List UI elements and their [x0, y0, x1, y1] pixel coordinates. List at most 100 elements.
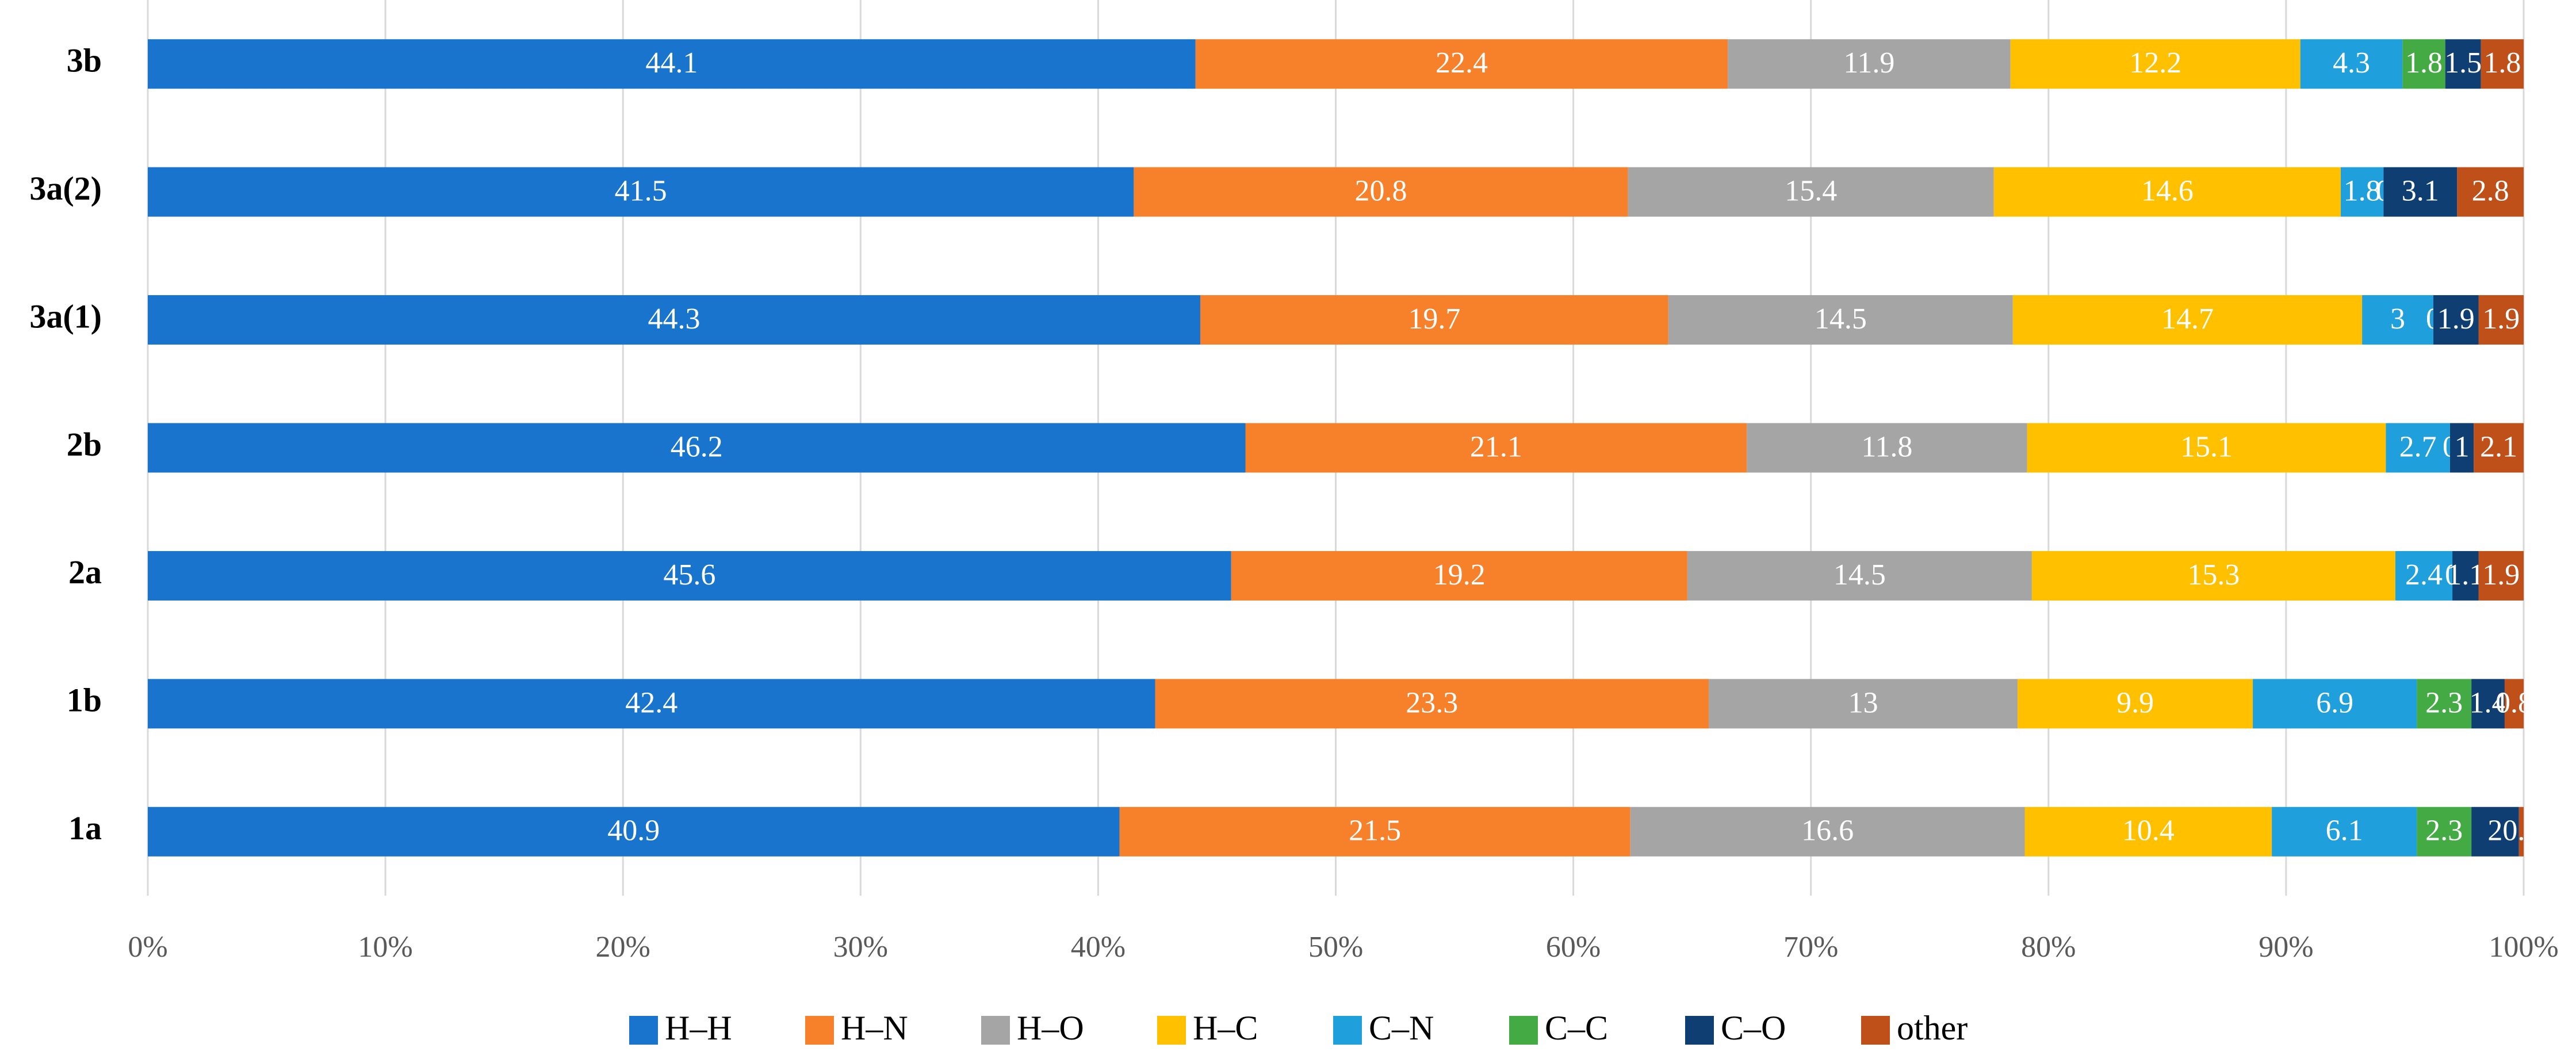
bar-segment: [1155, 679, 1709, 729]
legend-label: C–N: [1369, 1009, 1434, 1047]
legend-label: C–C: [1545, 1009, 1608, 1047]
bar-segment: [2445, 39, 2481, 89]
value-label: 45.6: [663, 559, 715, 591]
value-label: 0.2: [2502, 815, 2540, 847]
value-label: 13: [1848, 686, 1878, 719]
value-label: 15.1: [2180, 430, 2233, 463]
value-label: 20.8: [1354, 175, 1407, 208]
bar-segment: [148, 679, 1155, 729]
bar-segment: [1993, 167, 2341, 217]
bar-segment: [2253, 679, 2417, 729]
bar-segment: [2504, 679, 2524, 729]
bar-segment: [2402, 39, 2445, 89]
value-label: 16.6: [1801, 815, 1854, 847]
bar-segment: [1134, 167, 1628, 217]
legend-label: other: [1897, 1009, 1968, 1047]
legend-label: H–O: [1017, 1009, 1084, 1047]
legend-swatch: [805, 1016, 834, 1045]
bar-segment: [2471, 806, 2519, 857]
value-label: 6.9: [2316, 686, 2353, 719]
value-label: 1.8: [2483, 47, 2521, 79]
bar-segment: [2474, 423, 2524, 473]
x-tick-label: 60%: [1546, 931, 1601, 964]
bar-segment: [2018, 679, 2253, 729]
value-label: 15.3: [2187, 559, 2240, 591]
x-tick-label: 100%: [2489, 931, 2558, 964]
bar-segment: [148, 551, 1231, 601]
bar-segment: [2457, 167, 2524, 217]
bar-segment: [2027, 423, 2386, 473]
bar-segment: [2012, 295, 2363, 345]
value-label: 6.1: [2326, 815, 2363, 847]
x-tick-label: 20%: [596, 931, 650, 964]
bar-segment: [1630, 806, 2025, 857]
value-label: 19.7: [1408, 303, 1460, 335]
value-label: 1.4: [2470, 686, 2507, 719]
bar-segment: [1245, 423, 1747, 473]
value-label: 14.5: [1834, 559, 1886, 591]
bar-segment: [2433, 295, 2479, 345]
bar-segment: [148, 423, 1246, 473]
value-label: 21.1: [1470, 430, 1522, 463]
x-tick-label: 10%: [358, 931, 412, 964]
category-label: 1a: [68, 809, 102, 847]
value-label: 41.5: [615, 175, 667, 208]
bar-segment: [1668, 295, 2013, 345]
legend-label: H–N: [841, 1009, 908, 1047]
value-label: 2.8: [2472, 175, 2509, 208]
legend-swatch: [1861, 1016, 1890, 1045]
value-label: 1.9: [2482, 303, 2520, 335]
value-label: 2: [2487, 815, 2502, 847]
category-label: 3a(1): [29, 297, 102, 335]
bar-segment: [2300, 39, 2403, 89]
bar-segment: [2024, 806, 2272, 857]
value-label: 42.4: [625, 686, 678, 719]
value-label: 14.6: [2141, 175, 2194, 208]
value-label: 1.9: [2482, 559, 2520, 591]
bar-segment: [2481, 39, 2524, 89]
bar-segment: [1628, 167, 1994, 217]
bar-segment: [148, 167, 1134, 217]
x-tick-label: 90%: [2259, 931, 2313, 964]
category-label: 2a: [68, 553, 102, 591]
bar-segment: [148, 295, 1201, 345]
bar-segment: [2386, 423, 2450, 473]
value-label: 1.9: [2437, 303, 2475, 335]
value-label: 0.8: [2495, 686, 2533, 719]
legend-swatch: [1157, 1016, 1186, 1045]
value-label: 21.5: [1349, 815, 1401, 847]
value-label: 11.9: [1843, 47, 1894, 79]
value-label: 23.3: [1406, 686, 1458, 719]
value-label: 2.4: [2405, 559, 2443, 591]
value-label: 40.9: [607, 815, 660, 847]
value-label: 1: [2455, 430, 2470, 463]
value-label: 2.1: [2480, 430, 2517, 463]
bar-segment: [2340, 167, 2384, 217]
bar-segment: [1119, 806, 1630, 857]
bar-segment: [1709, 679, 2018, 729]
value-label: 9.9: [2116, 686, 2154, 719]
bar-segment: [2362, 295, 2434, 345]
value-label: 4.3: [2333, 47, 2370, 79]
bar-segment: [2471, 679, 2505, 729]
bar-segment: [2272, 806, 2417, 857]
value-label: 1.8: [2405, 47, 2443, 79]
value-label: 2.3: [2425, 686, 2463, 719]
x-tick-label: 0%: [128, 931, 167, 964]
value-label: 10.4: [2122, 815, 2175, 847]
bar-segment: [1231, 551, 1687, 601]
category-label: 3b: [67, 42, 102, 79]
bar-segment: [2478, 551, 2524, 601]
value-label: 3.1: [2402, 175, 2439, 208]
x-tick-label: 40%: [1071, 931, 1126, 964]
bar-segment: [2395, 551, 2453, 601]
x-tick-label: 80%: [2021, 931, 2076, 964]
bar-segment: [2417, 806, 2472, 857]
x-tick-label: 70%: [1783, 931, 1838, 964]
legend-label: C–O: [1721, 1009, 1786, 1047]
category-label: 3a(2): [29, 170, 102, 207]
bar-segment: [1195, 39, 1728, 89]
value-label: 1.1: [2447, 559, 2484, 591]
bar-segment: [1747, 423, 2027, 473]
